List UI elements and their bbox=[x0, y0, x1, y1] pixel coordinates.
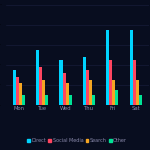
Bar bbox=[106, 30, 109, 105]
Bar bbox=[115, 90, 118, 105]
Bar bbox=[83, 57, 86, 105]
Bar bbox=[86, 70, 89, 105]
Bar bbox=[136, 80, 139, 105]
Bar bbox=[69, 95, 72, 105]
Bar bbox=[63, 73, 66, 105]
Bar bbox=[130, 30, 133, 105]
Bar bbox=[22, 95, 25, 105]
Bar bbox=[42, 80, 45, 105]
Legend: Direct, Social Media, Search, Other: Direct, Social Media, Search, Other bbox=[26, 136, 129, 145]
Bar bbox=[60, 60, 63, 105]
Bar bbox=[92, 95, 95, 105]
Bar bbox=[16, 77, 19, 105]
Bar bbox=[13, 70, 16, 105]
Bar bbox=[36, 50, 39, 105]
Bar bbox=[19, 83, 22, 105]
Bar bbox=[39, 67, 42, 105]
Bar bbox=[133, 60, 136, 105]
Bar bbox=[45, 95, 48, 105]
Bar bbox=[109, 60, 112, 105]
Bar bbox=[139, 95, 142, 105]
Bar bbox=[112, 80, 115, 105]
Bar bbox=[66, 83, 69, 105]
Bar bbox=[89, 80, 92, 105]
